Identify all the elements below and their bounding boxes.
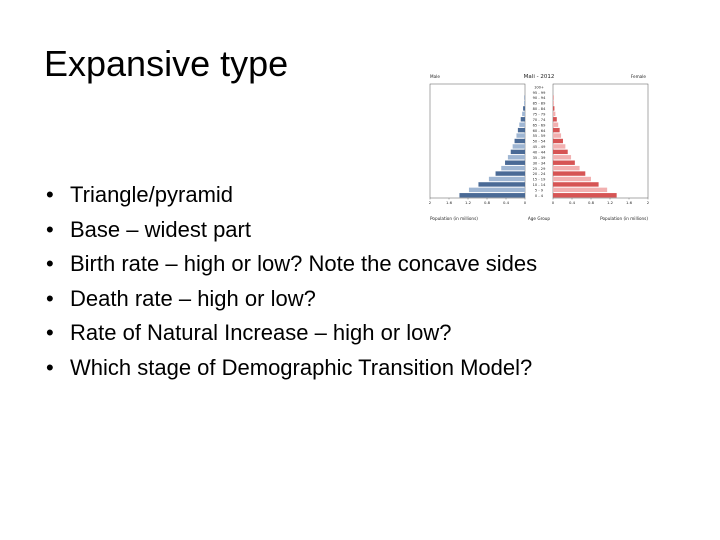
female-bar: [553, 144, 566, 149]
bullet-item: • Base – widest part: [44, 213, 704, 248]
male-bar: [505, 160, 525, 165]
x-tick-label: 1.2: [607, 200, 614, 205]
age-group-label: 25 - 29: [533, 167, 546, 171]
chart-right-label: Female: [631, 74, 647, 79]
age-group-label: 80 - 84: [533, 107, 546, 111]
female-bar: [553, 122, 559, 127]
age-group-label: 10 - 14: [533, 183, 546, 187]
bullet-dot-icon: •: [46, 251, 54, 276]
age-group-label: 15 - 19: [533, 178, 546, 182]
bullet-dot-icon: •: [46, 320, 54, 345]
bullet-item: • Which stage of Demographic Transition M…: [44, 351, 704, 386]
x-axis-label-right: Population (in millions): [600, 216, 648, 221]
male-bar: [519, 122, 525, 127]
chart-title: Mali - 2012: [524, 74, 555, 80]
bullet-item: • Rate of Natural Increase – high or low?: [44, 316, 704, 351]
x-tick-label: 0: [524, 200, 527, 205]
male-bar: [523, 106, 525, 111]
female-bar: [553, 149, 568, 155]
x-tick-label: 0.8: [588, 200, 595, 205]
male-bar: [478, 182, 525, 187]
female-bar: [553, 100, 554, 106]
x-tick-label: 0.4: [569, 200, 576, 205]
female-bar: [553, 182, 599, 187]
bullet-text: Rate of Natural Increase – high or low?: [70, 320, 452, 345]
age-group-label: 60 - 64: [533, 129, 546, 133]
bullet-dot-icon: •: [46, 216, 54, 242]
female-bar: [553, 133, 562, 138]
age-group-label: 0 - 4: [535, 194, 544, 198]
x-axis-label-left: Population (in millions): [430, 216, 478, 221]
female-bar: [553, 171, 586, 176]
bullet-text: Death rate – high or low?: [70, 285, 316, 311]
female-bar: [553, 193, 617, 198]
bullet-dot-icon: •: [46, 354, 54, 380]
male-bar: [522, 111, 525, 117]
age-group-label: 65 - 69: [533, 123, 546, 127]
age-group-label: 45 - 49: [533, 145, 546, 149]
chart-left-label: Male: [430, 74, 440, 79]
female-bar: [553, 187, 608, 193]
male-bar: [510, 149, 525, 155]
female-bar: [553, 117, 557, 122]
x-tick-label: 2: [429, 200, 432, 205]
bullet-item: • Triangle/pyramid: [44, 178, 704, 213]
female-bar: [553, 111, 556, 117]
male-bar: [495, 171, 525, 176]
age-group-label: 90 - 94: [533, 96, 546, 100]
male-bar: [520, 117, 525, 122]
x-tick-label: 0.8: [484, 200, 491, 205]
bullet-list: • Triangle/pyramid • Base – widest part • B…: [44, 178, 704, 385]
pyramid-svg: Mali - 2012 Male Female Population (in m…: [429, 74, 650, 221]
female-bar: [553, 138, 563, 144]
slide-title: Expansive type: [44, 43, 289, 84]
x-axis-label-center: Age Group: [528, 216, 551, 221]
age-group-label: 55 - 59: [533, 134, 546, 138]
age-group-label: 5 - 9: [535, 188, 544, 192]
bullet-text: Birth rate – high or low? Note the conca…: [70, 251, 538, 276]
male-bar: [524, 100, 525, 106]
male-bar: [468, 187, 525, 193]
female-bar: [553, 106, 555, 111]
age-group-label: 100+: [534, 85, 544, 89]
x-tick-label: 1.2: [465, 200, 472, 205]
male-bar: [514, 138, 525, 144]
female-bar: [553, 160, 575, 165]
x-tick-label: 0.4: [503, 200, 510, 205]
female-bar: [553, 155, 572, 160]
male-bar: [488, 176, 525, 182]
population-pyramid-chart: Mali - 2012 Male Female Population (in m…: [424, 70, 654, 226]
female-bar: [553, 127, 560, 133]
x-tick-label: 2: [647, 200, 650, 205]
bullet-item: • Death rate – high or low?: [44, 282, 704, 317]
male-bar: [501, 165, 525, 171]
female-bar: [553, 176, 591, 182]
bullet-text: Base – widest part: [70, 216, 251, 242]
age-group-label: 35 - 39: [533, 156, 546, 160]
x-tick-label: 0: [552, 200, 555, 205]
bullet-dot-icon: •: [46, 285, 54, 311]
bullet-text: Which stage of Demographic Transition Mo…: [70, 354, 533, 380]
age-group-label: 50 - 54: [533, 140, 546, 144]
age-group-label: 70 - 74: [533, 118, 546, 122]
age-group-label: 20 - 24: [533, 172, 546, 176]
female-bar: [553, 165, 580, 171]
male-bar: [512, 144, 525, 149]
bullet-text: Triangle/pyramid: [70, 182, 234, 207]
bullet-item: • Birth rate – high or low? Note the conc…: [44, 247, 704, 282]
x-tick-label: 1.6: [446, 200, 453, 205]
male-bar: [459, 193, 525, 198]
male-bar: [516, 133, 525, 138]
age-group-label: 30 - 34: [533, 161, 546, 165]
male-bar: [517, 127, 525, 133]
x-tick-label: 1.6: [626, 200, 633, 205]
age-group-label: 40 - 44: [533, 150, 546, 154]
bullet-dot-icon: •: [46, 182, 54, 207]
age-group-label: 95 - 99: [533, 91, 546, 95]
age-group-label: 85 - 89: [533, 102, 546, 106]
age-group-label: 75 - 79: [533, 112, 546, 116]
male-bar: [507, 155, 525, 160]
